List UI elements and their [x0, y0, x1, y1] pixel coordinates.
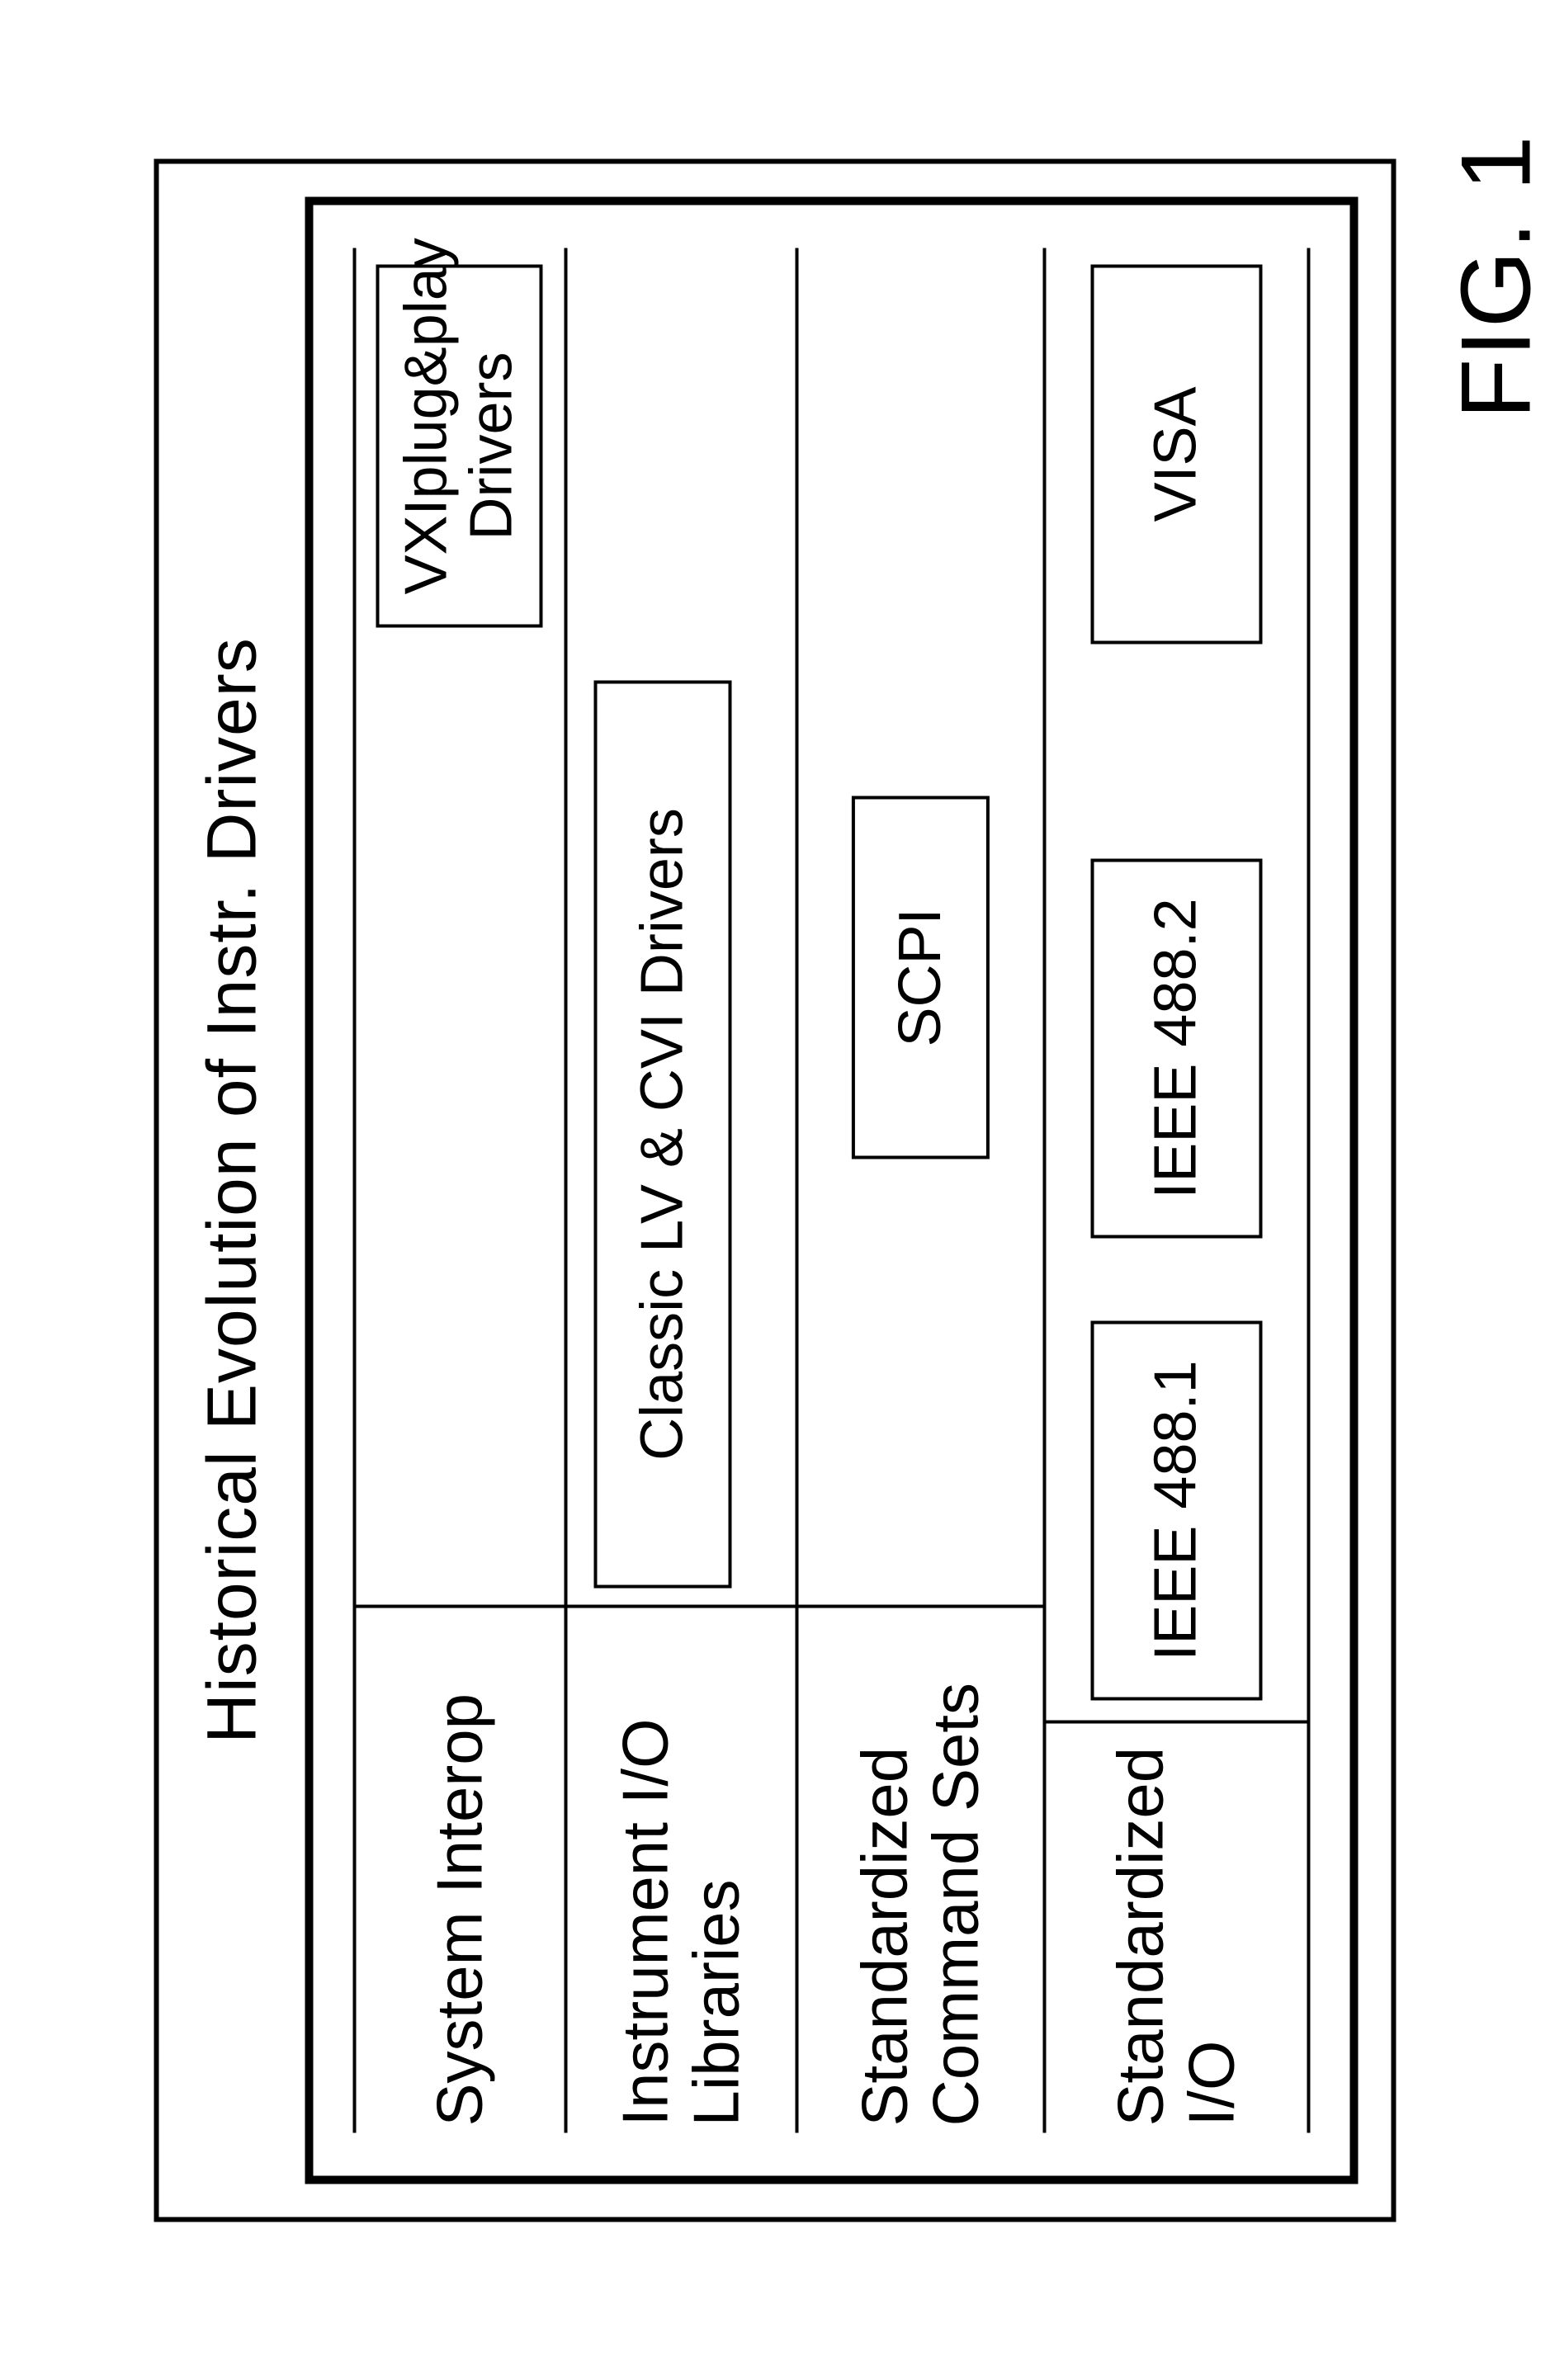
rotated-content: Historical Evolution of Instr. Drivers S…: [154, 158, 1396, 2222]
box-ieee-488-1: IEEE 488.1: [1091, 1320, 1262, 1700]
diagram-title: Historical Evolution of Instr. Drivers: [192, 196, 272, 2184]
io-box-row: IEEE 488.1 IEEE 488.2 VISA: [1091, 264, 1262, 1703]
layer-table: System Interop VXIplug&play Drivers Inst…: [353, 248, 1311, 2132]
table-row: Instrument I/O Libraries Classic LV & CV…: [568, 248, 799, 2132]
box-visa: VISA: [1091, 264, 1262, 644]
box-vxi-plug-and-play: VXIplug&play Drivers: [376, 264, 543, 627]
outer-frame: Historical Evolution of Instr. Drivers S…: [154, 158, 1396, 2222]
table-row: System Interop VXIplug&play Drivers: [353, 248, 568, 2132]
row-label-standardized-io: Standardized I/O: [1047, 1720, 1311, 2132]
row-content: VXIplug&play Drivers: [353, 248, 568, 1604]
table-row: Standardized I/O IEEE 488.1 IEEE 488.2 V…: [1047, 248, 1311, 2132]
inner-frame: System Interop VXIplug&play Drivers Inst…: [305, 196, 1359, 2184]
page: Historical Evolution of Instr. Drivers S…: [0, 33, 1550, 2347]
box-ieee-488-2: IEEE 488.2: [1091, 858, 1262, 1238]
row-label-instrument-io: Instrument I/O Libraries: [568, 1604, 799, 2132]
row-label-command-sets: Standardized Command Sets: [799, 1604, 1047, 2132]
row-content: Classic LV & CVI Drivers: [568, 248, 799, 1604]
row-content: IEEE 488.1 IEEE 488.2 VISA: [1047, 248, 1311, 1720]
box-classic-lv-cvi: Classic LV & CVI Drivers: [594, 680, 732, 1588]
figure-label: FIG. 1: [1439, 134, 1550, 418]
row-content: SCPI: [799, 248, 1047, 1604]
box-scpi: SCPI: [852, 796, 990, 1159]
table-row: Standardized Command Sets SCPI: [799, 248, 1047, 2132]
row-label-system-interop: System Interop: [353, 1604, 568, 2132]
